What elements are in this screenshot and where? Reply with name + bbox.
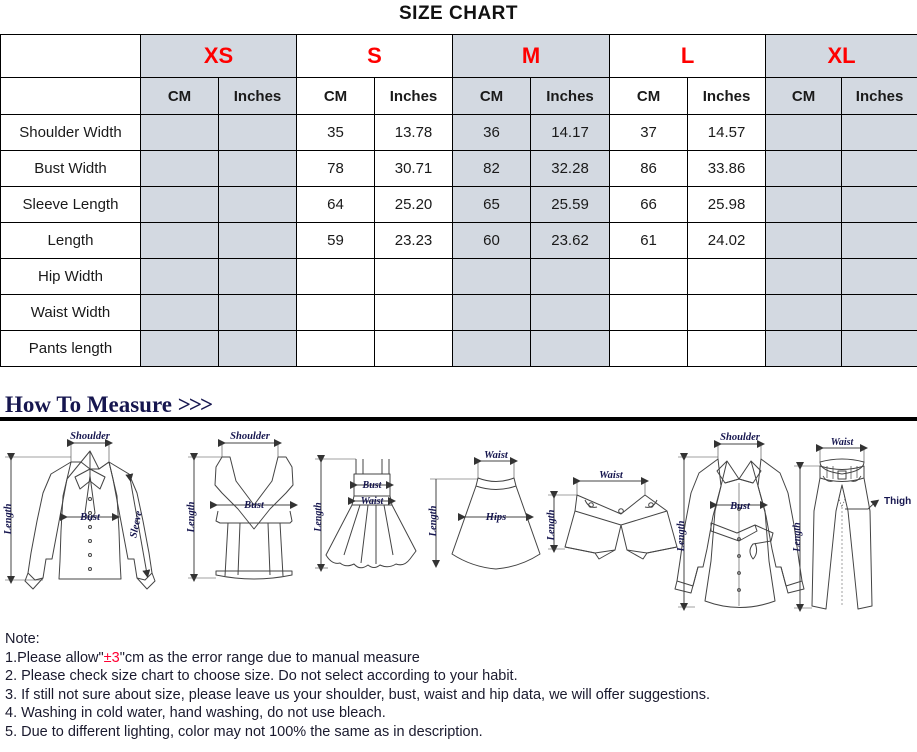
svg-text:Hips: Hips bbox=[485, 512, 506, 523]
svg-text:Length: Length bbox=[186, 501, 197, 533]
svg-text:Waist: Waist bbox=[831, 437, 855, 448]
svg-text:Waist: Waist bbox=[599, 470, 624, 481]
svg-text:Waist: Waist bbox=[484, 450, 509, 461]
svg-text:Sleeve: Sleeve bbox=[128, 510, 145, 539]
svg-text:Bust: Bust bbox=[729, 501, 751, 512]
svg-text:Length: Length bbox=[3, 503, 14, 535]
svg-text:Length: Length bbox=[676, 520, 687, 552]
svg-text:Length: Length bbox=[546, 509, 557, 541]
svg-text:Shoulder: Shoulder bbox=[230, 431, 271, 442]
svg-text:Length: Length bbox=[313, 502, 324, 533]
svg-text:Shoulder: Shoulder bbox=[70, 431, 111, 442]
svg-text:Bust: Bust bbox=[243, 500, 265, 511]
svg-text:Bust: Bust bbox=[79, 512, 101, 523]
svg-text:Length: Length bbox=[792, 522, 803, 553]
svg-text:Waist: Waist bbox=[361, 496, 385, 507]
svg-text:Length: Length bbox=[428, 505, 439, 537]
svg-text:Thigh: Thigh bbox=[884, 496, 911, 507]
svg-text:Bust: Bust bbox=[362, 480, 383, 491]
svg-text:Shoulder: Shoulder bbox=[720, 432, 761, 443]
